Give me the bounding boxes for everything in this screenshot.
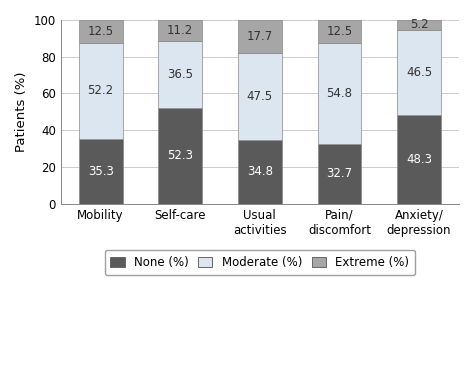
Text: 36.5: 36.5 bbox=[167, 68, 193, 80]
Bar bbox=[158, 20, 202, 41]
Y-axis label: Patients (%): Patients (%) bbox=[15, 72, 28, 152]
Text: 12.5: 12.5 bbox=[88, 25, 114, 38]
Text: 48.3: 48.3 bbox=[406, 153, 432, 166]
Bar bbox=[397, 115, 441, 204]
Text: 34.8: 34.8 bbox=[247, 165, 273, 178]
Bar bbox=[397, 30, 441, 115]
Text: 11.2: 11.2 bbox=[167, 24, 193, 37]
Text: 52.3: 52.3 bbox=[167, 149, 193, 162]
Legend: None (%), Moderate (%), Extreme (%): None (%), Moderate (%), Extreme (%) bbox=[104, 250, 415, 275]
Text: 46.5: 46.5 bbox=[406, 66, 432, 79]
Bar bbox=[158, 41, 202, 108]
Bar bbox=[397, 20, 441, 30]
Text: 12.5: 12.5 bbox=[327, 25, 353, 38]
Bar bbox=[238, 52, 282, 140]
Text: 5.2: 5.2 bbox=[410, 18, 428, 31]
Bar bbox=[238, 140, 282, 204]
Bar bbox=[158, 108, 202, 204]
Bar bbox=[318, 144, 361, 204]
Text: 35.3: 35.3 bbox=[88, 165, 114, 178]
Bar bbox=[79, 43, 123, 139]
Bar bbox=[79, 139, 123, 204]
Text: 32.7: 32.7 bbox=[327, 167, 353, 180]
Text: 17.7: 17.7 bbox=[246, 30, 273, 43]
Text: 52.2: 52.2 bbox=[88, 85, 114, 97]
Bar bbox=[238, 20, 282, 52]
Text: 47.5: 47.5 bbox=[247, 90, 273, 103]
Bar bbox=[318, 43, 361, 144]
Text: 54.8: 54.8 bbox=[327, 87, 353, 100]
Bar bbox=[79, 20, 123, 43]
Bar bbox=[318, 20, 361, 43]
